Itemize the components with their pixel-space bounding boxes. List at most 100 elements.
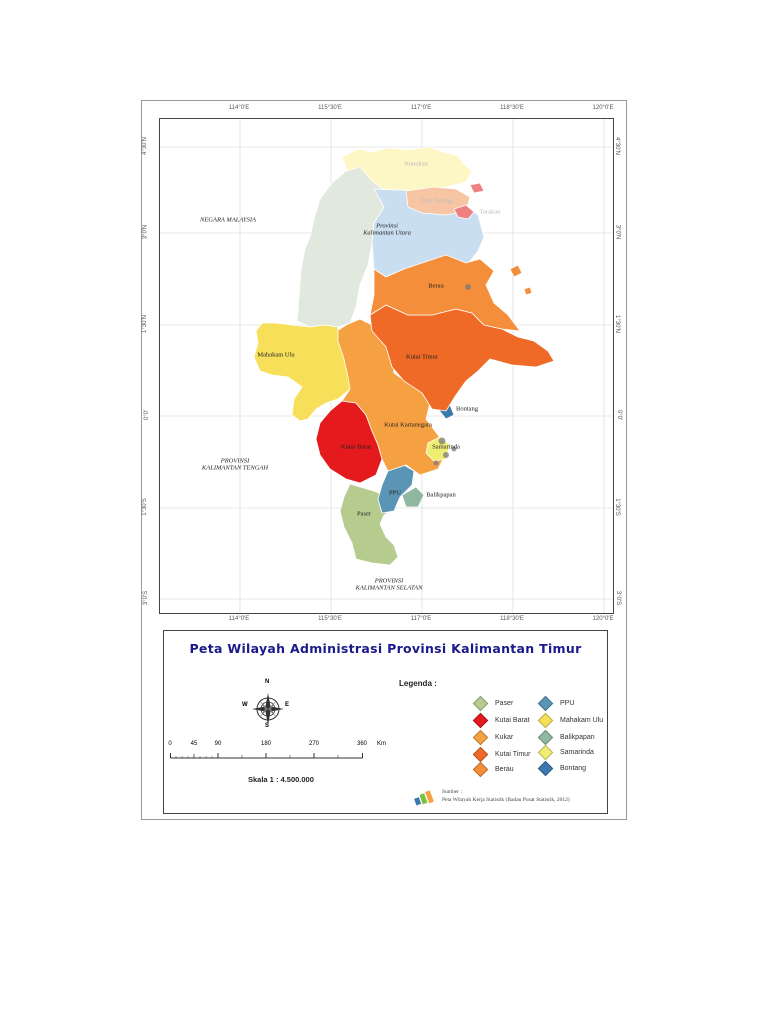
malaysia-label: NEGARA MALAYSIA	[199, 216, 257, 224]
lat-label-left: 3°0'S	[143, 590, 150, 606]
legend-item-label: Berau	[495, 766, 514, 773]
mahakam-ulu-label: Mahakam Ulu	[257, 351, 295, 359]
lat-label-right: 3°0'N	[614, 224, 621, 240]
legend-item-samarinda: Samarinda	[537, 744, 594, 761]
lon-label-top: 120°0'E	[592, 105, 614, 111]
kaltara-label-line1: Provinsi	[376, 222, 398, 230]
ppu-label: PPU	[389, 489, 401, 497]
compass-s: S	[265, 723, 270, 729]
legend-swatch-ppu	[537, 695, 554, 712]
lon-label-bottom: 117°0'E	[410, 616, 432, 622]
balikpapan-label: Balikpapan	[426, 491, 456, 499]
lon-label-bottom: 114°0'E	[228, 616, 250, 622]
map-frame: NEGARA MALAYSIA Provinsi Kalimantan Utar…	[159, 118, 614, 614]
balikpapan-region	[401, 486, 425, 508]
legend-item-label: Balikpapan	[560, 734, 595, 741]
scale-ratio: Skala 1 : 4.500.000	[248, 775, 314, 784]
tana-tidung-label: Tana Tidung	[419, 197, 453, 205]
legend-panel: Peta Wilayah Administrasi Provinsi Kalim…	[163, 630, 608, 814]
legend-swatch-berau	[472, 761, 489, 778]
kaltara-province	[296, 146, 485, 328]
city-markers	[433, 284, 471, 466]
scale-tick-label: 270	[308, 741, 320, 747]
scale-ruler	[170, 753, 363, 759]
ppu-region	[377, 464, 415, 514]
legend-item-label: Kutai Barat	[495, 717, 530, 724]
lat-label-right: 0°0'	[616, 409, 623, 421]
compass-e: E	[285, 702, 290, 708]
legend-swatch-kutai-barat	[472, 712, 489, 729]
kalteng-label-line1: PROVINSI	[220, 457, 250, 465]
lat-label-right: 1°30'N	[613, 315, 620, 333]
berau-label: Berau	[428, 282, 444, 290]
legend-item-berau: Berau	[472, 761, 514, 778]
scale-tick-label: 45	[190, 741, 198, 747]
legend-item-label: Bontang	[560, 765, 587, 772]
legend-item-label: PPU	[560, 700, 575, 707]
lat-label-left: 3°0'N	[142, 224, 149, 240]
kalsel-label-line1: PROVINSI	[374, 577, 404, 585]
map-sheet: 114°0'E 115°30'E 117°0'E 118°30'E 120°0'…	[141, 100, 627, 820]
legend-item-label: Mahakam Ulu	[560, 717, 604, 724]
kaltim-province	[253, 254, 555, 566]
tarakan-region	[453, 204, 475, 220]
legend-item-paser: Paser	[472, 695, 514, 712]
legend-heading: Legenda :	[399, 679, 437, 688]
legend-item-mahakam-ulu: Mahakam Ulu	[537, 712, 604, 729]
legend-item-label: Kukar	[495, 734, 514, 741]
kaltara-label-line2: Kalimantan Utara	[363, 230, 411, 237]
legend-item-kutai-barat: Kutai Barat	[472, 712, 530, 729]
malinau-region	[296, 166, 387, 328]
lat-label-right: 1°30'S	[613, 498, 620, 516]
legend-swatch-bontang	[537, 760, 554, 777]
legend-item-balikpapan: Balikpapan	[537, 729, 595, 746]
legend-item-bontang: Bontang	[537, 760, 587, 777]
bps-logo-icon	[414, 790, 434, 806]
lat-label-left: 1°30'S	[141, 498, 148, 516]
derawan-islet	[523, 286, 533, 296]
legend-swatch-samarinda	[537, 744, 554, 761]
kutai-barat-label: Kutai Barat	[340, 443, 372, 451]
lon-label-bottom: 115°30'E	[318, 616, 342, 622]
legend-swatch-kukar	[472, 729, 489, 746]
scale-tick-label: 90	[214, 741, 222, 747]
kutai-kartanegara-label: Kutai Kartanegara	[384, 421, 432, 429]
legend-swatch-mahakam-ulu	[537, 712, 554, 729]
lat-label-left: 1°30'N	[141, 315, 148, 333]
kalteng-label: PROVINSI KALIMANTAN TENGAH	[202, 458, 268, 473]
compass-rose-icon	[252, 693, 284, 725]
kaltara-label: Provinsi Kalimantan Utara	[363, 223, 411, 238]
berau-region	[369, 254, 521, 332]
mahakam-ulu-region	[253, 322, 351, 422]
compass-n: N	[265, 679, 270, 685]
scale-tick-label: 360	[356, 741, 368, 747]
map-title: Peta Wilayah Administrasi Provinsi Kalim…	[189, 641, 582, 656]
legend-item-label: Paser	[495, 700, 514, 707]
bontang-label: Bontang	[455, 405, 479, 413]
legend-item-ppu: PPU	[537, 695, 575, 712]
lon-label-top: 117°0'E	[410, 105, 432, 111]
lon-label-bottom: 120°0'E	[592, 616, 614, 622]
lat-label-right: 4°30'N	[613, 137, 620, 155]
lat-label-left: 4°30'N	[141, 137, 148, 155]
lat-label-left: 0°0'	[144, 409, 151, 421]
scale-tick-label: 0	[168, 741, 172, 747]
kalsel-label: PROVINSI KALIMANTAN SELATAN	[356, 578, 423, 593]
maratua-island	[509, 264, 523, 278]
scale-tick-label: 180	[260, 741, 272, 747]
kutai-timur-label: Kutai Timur	[406, 353, 438, 361]
lon-label-top: 114°0'E	[228, 105, 250, 111]
lon-label-top: 115°30'E	[318, 105, 342, 111]
lon-label-top: 118°30'E	[500, 105, 524, 111]
samarinda-label: Samarinda	[432, 443, 460, 451]
kaltara-islet	[469, 182, 485, 194]
legend-item-kukar: Kukar	[472, 729, 514, 746]
legend-item-kutai-timur: Kutai Timur	[472, 746, 531, 763]
kalsel-label-line2: KALIMANTAN SELATAN	[355, 585, 423, 592]
scale-bar: 0 45 90 180 270 360 Km	[168, 741, 400, 771]
source-label: Sumber :	[442, 789, 463, 795]
lat-label-right: 3°0'S	[615, 590, 622, 606]
source-text: Peta Wilayah Kerja Statistik (Badan Pusa…	[442, 797, 570, 803]
legend-item-label: Kutai Timur	[495, 751, 531, 758]
legend-swatch-kutai-timur	[472, 746, 489, 763]
